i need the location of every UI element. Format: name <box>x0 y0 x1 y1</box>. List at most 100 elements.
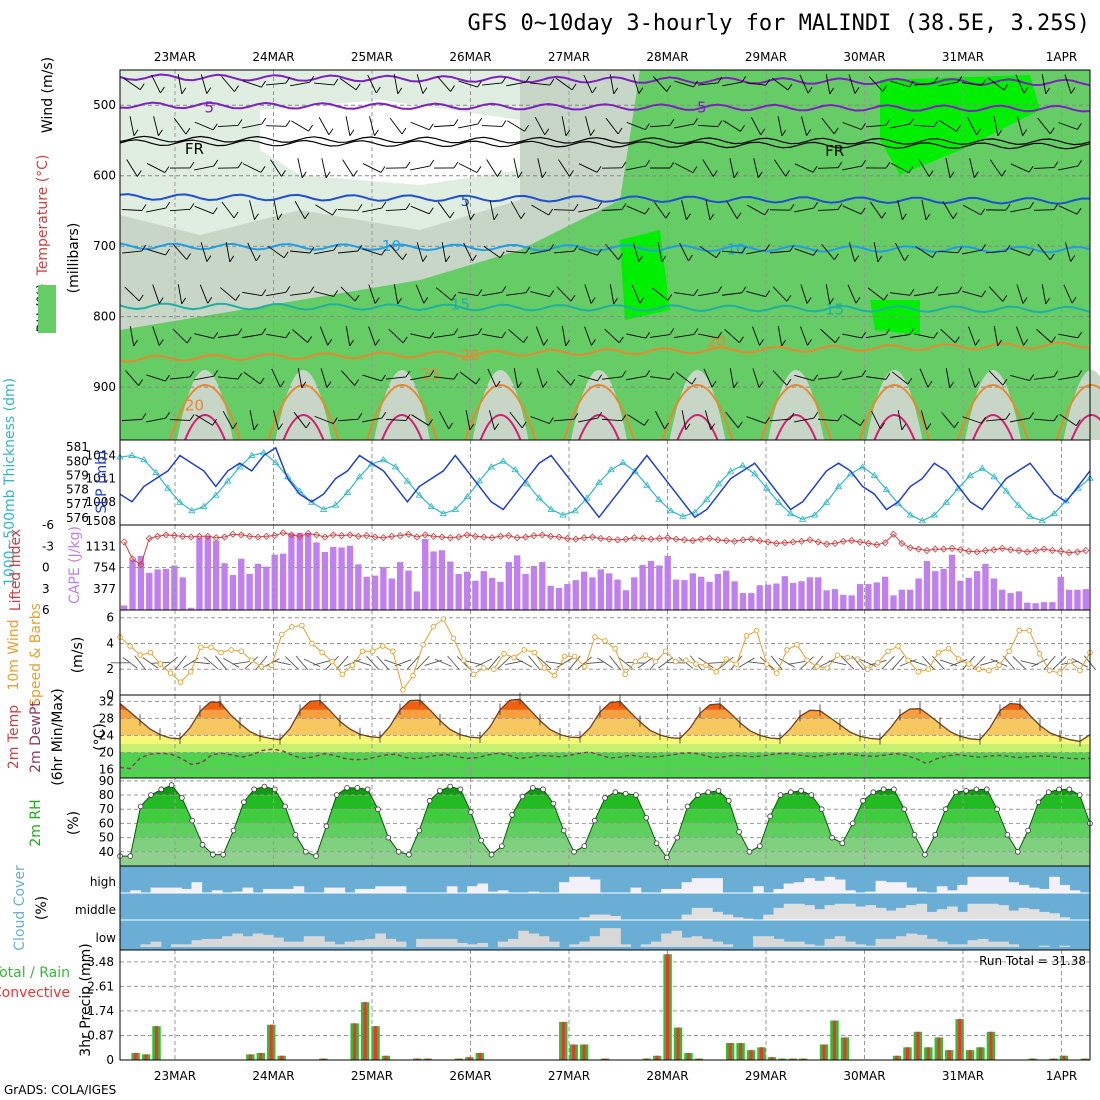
wind-barb-flag <box>165 248 170 256</box>
thickness-point <box>918 516 927 524</box>
wind-point <box>592 634 598 640</box>
contour-25 <box>464 384 537 441</box>
cloud-bar <box>916 934 928 947</box>
thickness-point <box>140 456 148 463</box>
wind-barb <box>416 242 424 262</box>
wind-barb-flag <box>448 422 454 430</box>
cloud-bar <box>569 944 580 947</box>
wind-barb <box>368 284 376 304</box>
cloud-bar <box>957 944 968 947</box>
thickness-point <box>906 511 915 518</box>
wind-barb-flag <box>645 369 651 377</box>
rh-tick: 40 <box>99 845 114 859</box>
wind-barb <box>384 659 402 667</box>
wind-point <box>289 623 295 630</box>
li-point <box>471 532 479 540</box>
wind-barb <box>932 655 945 670</box>
wind-barb <box>890 292 910 296</box>
rh-point <box>612 789 619 795</box>
li-point <box>605 535 613 543</box>
wind-barb-flag <box>949 171 955 179</box>
wind-barb-flag <box>669 161 675 169</box>
wind-barb-flag <box>544 128 550 136</box>
thickness-point <box>319 505 328 512</box>
wind-barb-flag <box>259 377 265 385</box>
wind-barb-flag <box>956 125 961 132</box>
wind-barb-flag <box>765 417 770 424</box>
wind-barb <box>679 242 689 262</box>
precip-conv-bar <box>676 1027 680 1060</box>
wind-barb <box>817 167 839 169</box>
wind-barb-flag <box>1077 331 1083 339</box>
li-point <box>513 534 521 542</box>
contour-30 <box>381 414 423 441</box>
thickness-point <box>271 458 280 466</box>
precip-tick: 0.87 <box>87 1028 114 1042</box>
thickness-tick: 578 <box>66 483 89 497</box>
li-point <box>981 546 990 555</box>
wind-point <box>450 635 457 642</box>
cloud-bar <box>967 903 979 920</box>
wind-barb <box>146 374 166 382</box>
wind-barb <box>368 326 376 346</box>
cape-bar <box>296 532 303 610</box>
cloud-bar <box>804 905 815 920</box>
wind-barb-flag <box>981 79 987 86</box>
wind-barb <box>632 74 640 94</box>
date-label-bottom: 27MAR <box>548 1069 590 1083</box>
wind-barb <box>657 242 663 262</box>
wind-barb <box>177 74 183 94</box>
precip-conv-bar <box>373 1026 378 1060</box>
li-point <box>371 533 379 541</box>
wind-barb-flag <box>789 412 795 420</box>
rh-point <box>798 787 804 794</box>
wind-barb <box>1052 656 1067 670</box>
thickness-line <box>119 452 1091 522</box>
wind-barb <box>321 158 327 178</box>
thickness-point <box>128 451 136 458</box>
cloud-bar <box>834 903 846 920</box>
wind-barb <box>314 291 334 297</box>
wind-barb <box>937 250 959 254</box>
rh-point <box>715 787 722 794</box>
contour-label: FR <box>185 140 204 158</box>
wind-barb-flag <box>980 208 986 216</box>
temp-tick: 20 <box>99 745 114 759</box>
thickness-tick: 576 <box>66 511 89 525</box>
wind-barb-flag <box>381 201 387 209</box>
wind-barb <box>1016 326 1024 346</box>
wind-barb-flag <box>423 296 429 304</box>
thickness-point <box>691 508 699 515</box>
wind-barb <box>337 209 359 211</box>
precip-tick: 1.74 <box>87 1004 114 1018</box>
wind-barb-flag <box>357 413 363 420</box>
precip-conv-bar <box>582 1044 586 1060</box>
wind-barb-flag <box>1001 169 1007 177</box>
cloud-bar <box>865 891 877 893</box>
rh-point <box>622 790 629 797</box>
wind-barb-flag <box>909 117 915 125</box>
temp-line <box>119 698 1091 743</box>
wind-barb <box>771 77 789 91</box>
cloud-bar <box>998 941 1009 947</box>
wind-barb <box>650 334 670 338</box>
cloud-bar <box>1038 888 1050 893</box>
wind-barb <box>702 159 714 177</box>
wind-barb <box>220 287 236 301</box>
wind-barb <box>777 326 783 346</box>
wind-point <box>693 661 699 667</box>
wind-barb <box>513 158 519 178</box>
cloud-bar <box>569 876 580 893</box>
wind-barb-flag <box>573 204 579 211</box>
precip-run-total: Run Total = 31.38 <box>979 954 1086 968</box>
wind-barb-flag <box>133 339 139 347</box>
rh-point <box>818 806 825 813</box>
rh-tick: 70 <box>99 802 114 816</box>
li-tick: 6 <box>42 603 50 617</box>
wind-barb-flag <box>548 208 554 216</box>
li-point <box>672 535 680 543</box>
cape-bar <box>246 573 253 610</box>
wind-barb <box>122 250 142 254</box>
wind-barb-flag <box>453 119 459 126</box>
